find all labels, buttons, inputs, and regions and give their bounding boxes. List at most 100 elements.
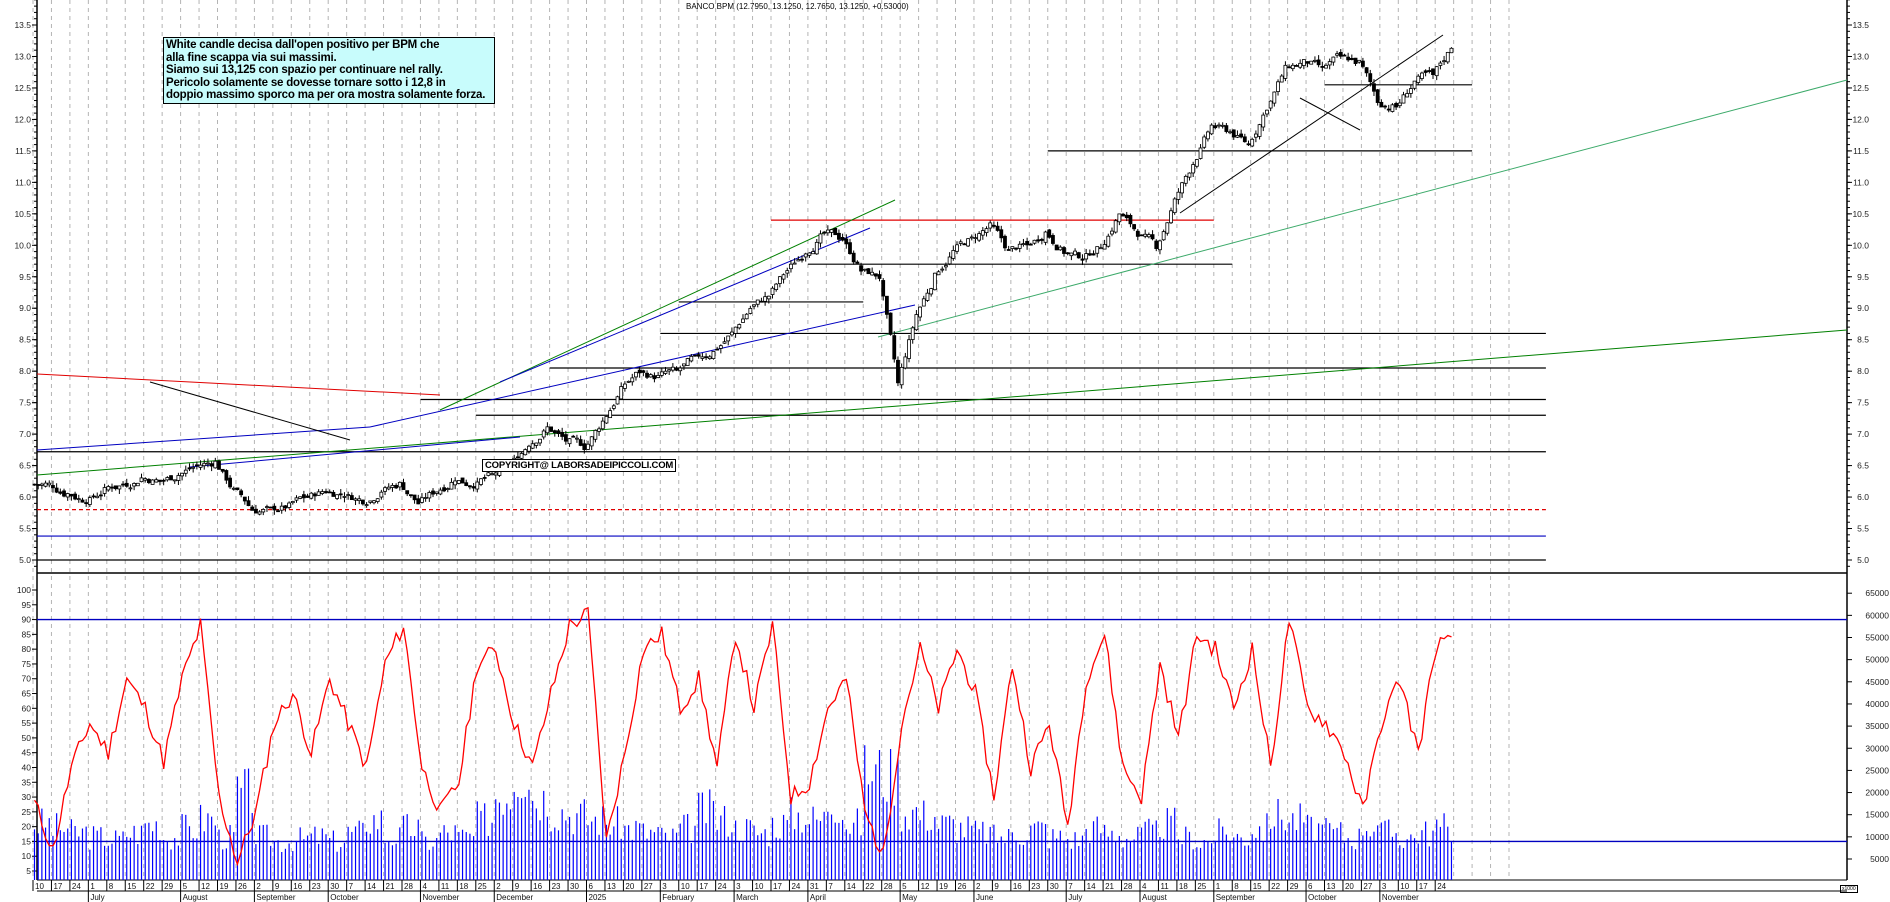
- price-tick-left: 8.0: [19, 366, 31, 376]
- price-tick-left: 6.5: [19, 461, 31, 471]
- price-tick-right: 9.5: [1857, 272, 1869, 282]
- candle: [1268, 100, 1273, 109]
- candle: [1416, 75, 1421, 83]
- candle: [549, 426, 553, 432]
- candle: [1117, 213, 1122, 223]
- candle: [1305, 61, 1310, 64]
- candle: [250, 506, 255, 511]
- candle: [811, 251, 815, 255]
- candle: [493, 472, 498, 476]
- month-label: 2025: [589, 893, 607, 902]
- candle: [1239, 133, 1244, 138]
- candle: [774, 283, 779, 290]
- date-tick: 3: [736, 882, 741, 891]
- candle: [1294, 65, 1299, 67]
- candle: [412, 494, 417, 501]
- candle: [99, 494, 103, 497]
- candle: [759, 300, 764, 303]
- osc-tick: 100: [17, 585, 31, 595]
- volume-tick: 15000: [1865, 810, 1889, 820]
- candle: [106, 486, 111, 491]
- osc-tick: 80: [22, 644, 32, 654]
- candle: [1427, 70, 1432, 72]
- candle: [316, 491, 321, 496]
- candle: [191, 466, 196, 469]
- trendline: [877, 79, 1848, 338]
- trendline: [36, 329, 1848, 476]
- price-tick-right: 9.0: [1857, 303, 1869, 313]
- candle: [246, 500, 251, 507]
- candle: [1213, 125, 1218, 129]
- date-tick: 30: [330, 882, 339, 891]
- candle: [571, 435, 576, 438]
- candle: [87, 497, 92, 505]
- osc-tick: 5: [26, 866, 31, 876]
- date-tick: 23: [312, 882, 321, 891]
- date-tick: 2: [496, 882, 501, 891]
- candle: [777, 276, 782, 284]
- trendline: [36, 426, 371, 451]
- candle: [955, 244, 959, 252]
- date-tick: 5: [183, 882, 188, 891]
- date-tick: 22: [146, 882, 155, 891]
- candle: [1039, 238, 1044, 241]
- date-tick: 18: [459, 882, 468, 891]
- price-tick-right: 10.0: [1852, 240, 1869, 250]
- date-tick: 21: [1105, 882, 1114, 891]
- candle: [1054, 244, 1059, 251]
- candle: [859, 265, 863, 272]
- price-tick-left: 12.5: [14, 83, 31, 93]
- candle: [1298, 62, 1303, 68]
- candle: [482, 477, 487, 479]
- candle: [685, 358, 690, 366]
- candle: [1021, 243, 1026, 246]
- candle: [76, 498, 81, 501]
- candle: [464, 482, 469, 486]
- candle: [1135, 230, 1140, 237]
- candle: [752, 304, 756, 307]
- candle: [1202, 136, 1207, 148]
- date-tick: 15: [1253, 882, 1262, 891]
- candle: [1313, 59, 1317, 62]
- candle: [560, 431, 565, 437]
- chart-title: BANCO BPM (12.7950, 13.1250, 12.7650, 13…: [686, 2, 909, 11]
- osc-tick: 20: [22, 822, 32, 832]
- candle: [1180, 182, 1184, 194]
- candle: [589, 436, 594, 447]
- candle: [515, 456, 520, 459]
- candle: [54, 487, 59, 493]
- date-tick: 23: [552, 882, 561, 891]
- copyright-label: COPYRIGHT@ LABORSADEIPICCOLI.COM: [482, 459, 677, 472]
- candle: [1051, 235, 1055, 244]
- candle: [645, 372, 649, 378]
- candle: [556, 430, 561, 435]
- candle: [630, 377, 635, 383]
- date-tick: 4: [1142, 882, 1147, 891]
- candle: [276, 510, 280, 513]
- date-tick: 21: [386, 882, 395, 891]
- candle: [992, 224, 996, 227]
- date-tick: 14: [847, 882, 856, 891]
- candle: [1099, 247, 1103, 250]
- candle: [468, 485, 472, 488]
- candle: [541, 430, 546, 438]
- date-tick: 15: [127, 882, 136, 891]
- candle: [1250, 138, 1255, 147]
- price-tick-left: 8.5: [19, 335, 31, 345]
- candle: [711, 350, 716, 360]
- candle: [641, 370, 646, 373]
- date-tick: 6: [1308, 882, 1313, 891]
- candle: [1346, 56, 1351, 61]
- price-tick-right: 6.5: [1857, 461, 1869, 471]
- candle: [471, 486, 476, 489]
- osc-tick: 95: [22, 600, 32, 610]
- candle: [999, 229, 1004, 239]
- candle: [1349, 57, 1354, 61]
- candle: [1442, 60, 1446, 63]
- month-label: July: [90, 893, 104, 902]
- candle: [781, 274, 786, 280]
- price-tick-right: 13.0: [1852, 51, 1869, 61]
- candle: [231, 487, 236, 490]
- candle: [301, 494, 306, 499]
- candle: [1198, 147, 1203, 159]
